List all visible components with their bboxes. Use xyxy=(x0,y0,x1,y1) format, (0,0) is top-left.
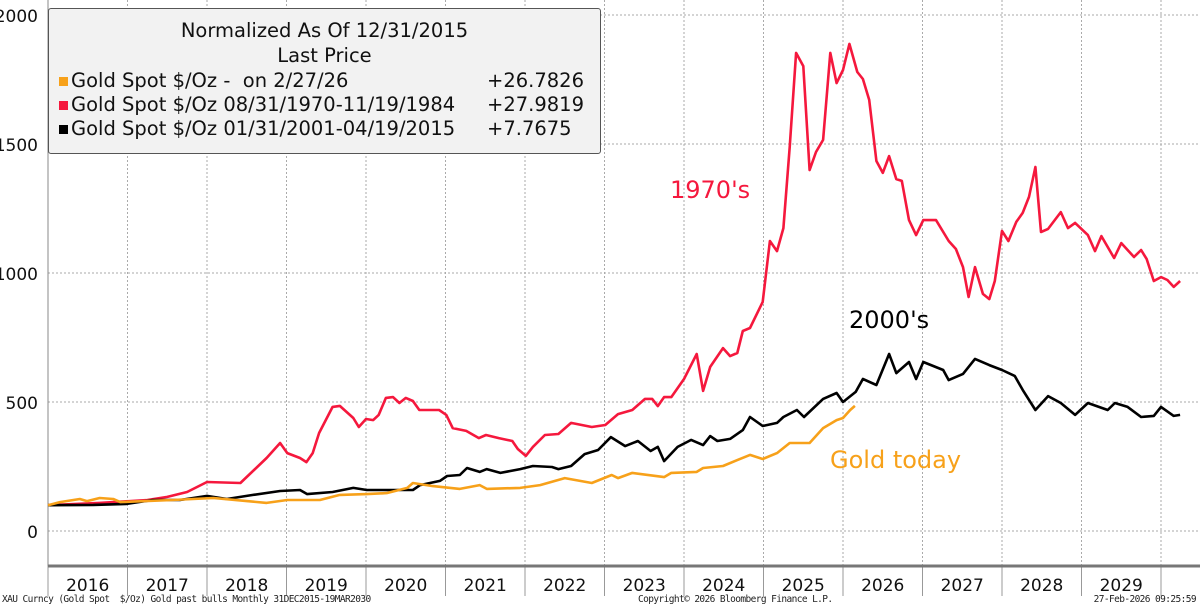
legend-label: Gold Spot $/Oz - on 2/27/26 xyxy=(71,69,349,92)
legend-label: Gold Spot $/Oz 08/31/1970-11/19/1984 xyxy=(71,93,456,116)
x-tick-label: 2028 xyxy=(1020,576,1063,596)
legend-value: +27.9819 xyxy=(487,93,584,116)
legend-title: Normalized As Of 12/31/2015 xyxy=(180,19,469,42)
x-tick-label: 2023 xyxy=(623,576,666,596)
annotation-gold-today: Gold today xyxy=(830,446,962,474)
legend-swatch-black xyxy=(59,125,68,134)
legend-value: +26.7826 xyxy=(487,69,584,92)
legend-swatch-orange xyxy=(59,77,68,86)
series-line-2 xyxy=(47,404,856,507)
legend-label: Gold Spot $/Oz 01/31/2001-04/19/2015 xyxy=(71,117,456,140)
legend: Normalized As Of 12/31/2015 Last Price G… xyxy=(48,8,601,154)
x-tick-label: 2016 xyxy=(66,576,109,596)
series-line-1 xyxy=(47,352,1181,507)
legend-swatch-red xyxy=(59,101,68,110)
x-tick-label: 2019 xyxy=(305,576,348,596)
series-line-0 xyxy=(47,42,1181,507)
x-tick-label: 2017 xyxy=(146,576,189,596)
x-tick-label: 2026 xyxy=(861,576,904,596)
x-tick-label: 2027 xyxy=(941,576,984,596)
x-tick-label: 2022 xyxy=(543,576,586,596)
x-tick-label: 2020 xyxy=(384,576,427,596)
annotation-1970s: 1970's xyxy=(670,176,751,204)
y-tick-label: 500 xyxy=(6,394,38,414)
y-tick-label: 0 xyxy=(27,523,38,543)
x-tick-label: 2021 xyxy=(464,576,507,596)
legend-entry-2000s: Gold Spot $/Oz 01/31/2001-04/19/2015 +7.… xyxy=(59,117,586,141)
y-tick-label: 2000 xyxy=(0,7,38,27)
annotation-2000s: 2000's xyxy=(849,306,930,334)
y-tick-label: 1500 xyxy=(0,136,38,156)
y-axis: 0 500 1000 1500 2000 xyxy=(0,7,38,543)
x-tick-label: 2029 xyxy=(1100,576,1143,596)
footer-timestamp: 27-Feb-2026 09:25:59 xyxy=(1093,594,1197,605)
x-tick-label: 2025 xyxy=(782,576,825,596)
footer-copyright: Copyright© 2026 Bloomberg Finance L.P. xyxy=(638,594,833,605)
y-tick-label: 1000 xyxy=(0,265,38,285)
legend-entry-1970s: Gold Spot $/Oz 08/31/1970-11/19/1984 +27… xyxy=(59,93,586,117)
x-tick-label: 2018 xyxy=(225,576,268,596)
x-axis: 2016 2017 2018 2019 2020 2021 2022 2023 2024 2025… xyxy=(47,0,1200,596)
legend-subtitle: Last Price xyxy=(277,44,372,67)
x-tick-label: 2024 xyxy=(702,576,745,596)
legend-entry-gold-today: Gold Spot $/Oz - on 2/27/26 +26.7826 xyxy=(59,69,586,93)
footer-source: XAU Curncy (Gold Spot $/Oz) Gold past bu… xyxy=(2,594,371,605)
legend-value: +7.7675 xyxy=(487,117,572,140)
series-lines xyxy=(47,42,1181,507)
